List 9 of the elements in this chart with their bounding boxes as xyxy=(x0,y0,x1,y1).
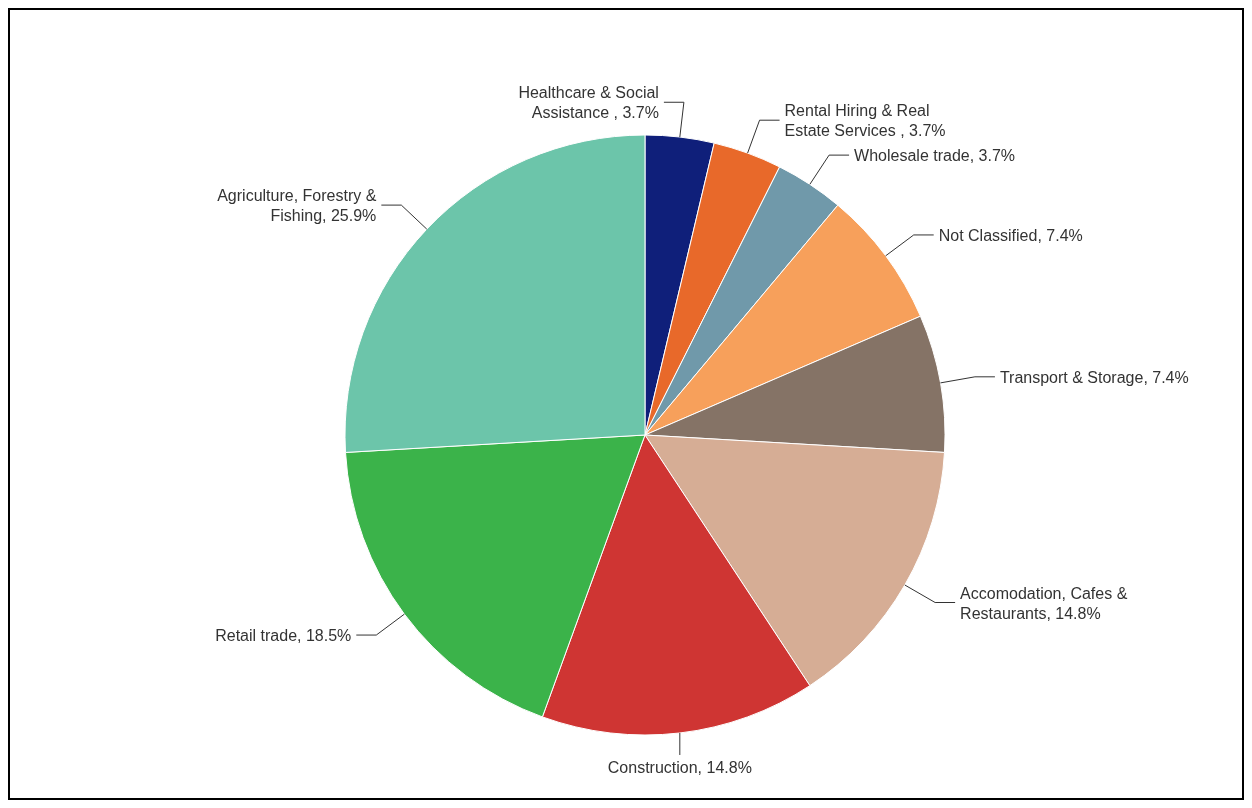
slice-label: Construction, 14.8% xyxy=(607,758,752,776)
slice-label: Wholesale trade, 3.7% xyxy=(854,147,1016,165)
slice-label: Healthcare & Social Assistance , 3.7% xyxy=(518,84,659,122)
slice-label: Agriculture, Forestry & Fishing, 25.9% xyxy=(217,187,377,225)
slice-label: Retail trade, 18.5% xyxy=(215,627,352,645)
slice-label: Transport & Storage, 7.4% xyxy=(999,368,1189,386)
slice-label: Accomodation, Cafes & Restaurants, 14.8% xyxy=(960,584,1128,622)
slice-label: Rental Hiring & Real Estate Services , 3.7% xyxy=(784,102,946,140)
slice-label: Not Classified, 7.4% xyxy=(938,226,1083,244)
